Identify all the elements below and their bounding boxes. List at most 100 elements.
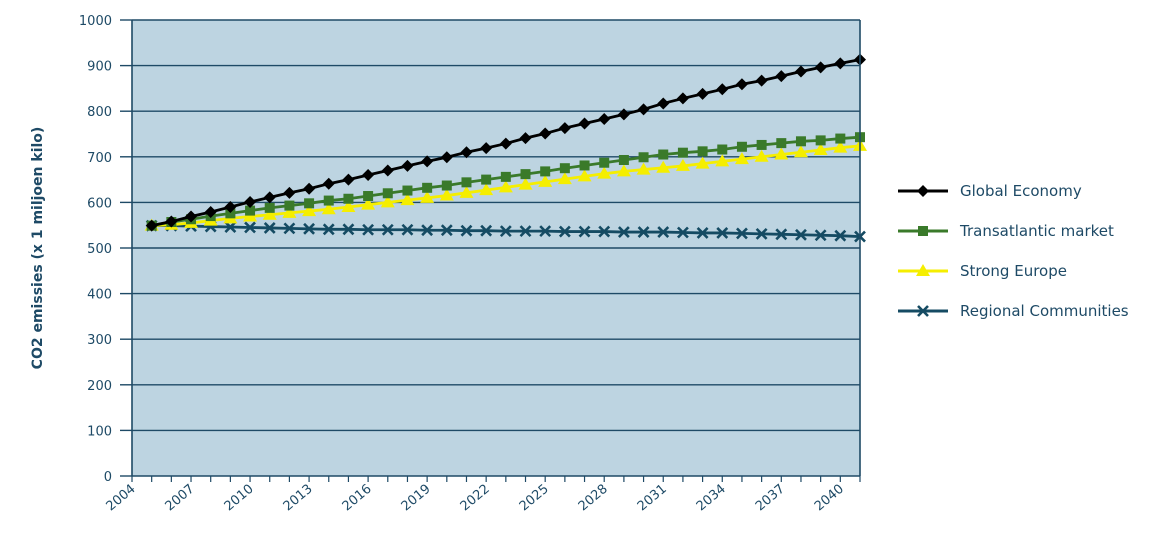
data-point: [422, 182, 433, 193]
legend-item: Strong Europe: [898, 262, 1067, 280]
data-point: [715, 154, 730, 167]
data-point: [598, 112, 611, 125]
legend-label: Strong Europe: [960, 262, 1067, 280]
data-point: [520, 169, 531, 180]
data-point: [676, 226, 689, 239]
data-point: [165, 215, 178, 228]
data-point: [637, 103, 650, 116]
data-point: [813, 142, 828, 155]
data-point: [224, 221, 237, 233]
data-point: [755, 227, 768, 240]
x-tick-label: 2010: [222, 482, 257, 515]
x-tick-label: 2022: [458, 482, 493, 515]
data-point: [814, 61, 827, 74]
data-point: [440, 224, 453, 237]
legend-item: Regional Communities: [898, 302, 1129, 320]
data-point: [224, 200, 237, 213]
data-point: [481, 174, 492, 185]
data-point: [460, 224, 473, 237]
data-point: [361, 197, 376, 210]
data-point: [539, 127, 552, 140]
data-point: [597, 166, 612, 179]
data-point: [283, 222, 296, 235]
y-tick-label: 600: [87, 196, 112, 211]
data-point: [321, 202, 336, 215]
data-point: [303, 182, 316, 195]
data-point: [774, 147, 789, 160]
data-point: [696, 227, 709, 239]
data-point: [303, 222, 316, 235]
data-point: [559, 163, 570, 174]
data-point: [382, 188, 393, 199]
data-point: [302, 204, 317, 217]
legend-swatch-marker: [917, 185, 929, 197]
data-point: [776, 138, 787, 149]
data-point: [323, 195, 334, 206]
legend: Global Economy Transatlantic market Strong…: [898, 182, 1129, 320]
data-point: [145, 219, 158, 232]
data-point: [835, 133, 846, 144]
y-tick-label: 900: [87, 60, 112, 75]
data-point: [795, 136, 806, 147]
data-point: [697, 146, 708, 157]
data-point: [616, 164, 631, 177]
y-tick-label: 700: [87, 151, 112, 166]
y-tick-label: 500: [87, 242, 112, 257]
data-point: [599, 157, 610, 168]
data-point: [363, 191, 374, 202]
data-point: [341, 199, 356, 212]
y-tick-label: 100: [87, 424, 112, 439]
data-point: [815, 135, 826, 146]
legend-label: Global Economy: [960, 182, 1082, 200]
legend-swatch-marker: [916, 264, 930, 276]
gridlines: [132, 19, 860, 432]
data-point: [795, 228, 807, 241]
data-point: [499, 225, 512, 238]
data-point: [736, 227, 748, 240]
data-point: [380, 195, 395, 208]
legend-item: Global Economy: [898, 182, 1082, 200]
x-tick-label: 2007: [163, 482, 198, 515]
data-point: [658, 149, 669, 160]
data-point: [342, 173, 355, 186]
data-point: [695, 156, 710, 169]
x-tick-label: 2034: [694, 482, 729, 515]
data-point: [461, 177, 472, 188]
data-point: [578, 117, 591, 130]
x-tick-label: 2019: [399, 482, 434, 515]
data-point: [637, 226, 650, 238]
data-point: [538, 174, 553, 187]
data-point: [833, 140, 848, 153]
data-point: [519, 225, 532, 238]
data-point: [657, 97, 670, 110]
series-transatlantic-market: [146, 132, 865, 231]
data-point: [262, 207, 277, 220]
data-point: [696, 87, 709, 100]
data-point: [322, 223, 335, 236]
data-point: [636, 162, 651, 175]
y-axis-title: CO2 emissies (x 1 miljoen kilo): [30, 127, 46, 370]
data-point: [656, 160, 671, 173]
data-point: [793, 145, 808, 158]
data-point: [480, 142, 493, 155]
x-tick-label: 2016: [340, 482, 375, 515]
data-point: [677, 147, 688, 158]
y-tick-label: 800: [87, 105, 112, 120]
data-point: [540, 166, 551, 177]
data-point: [539, 225, 552, 238]
x-tick-label: 2013: [281, 482, 316, 515]
data-point: [716, 83, 729, 96]
data-point: [440, 151, 453, 164]
data-point: [342, 223, 355, 236]
x-tick-label: 2025: [517, 482, 552, 515]
data-point: [756, 139, 767, 150]
data-point: [263, 222, 276, 234]
series-group: [144, 53, 867, 243]
data-point: [402, 185, 413, 196]
data-point: [579, 160, 590, 171]
data-point: [618, 154, 629, 165]
legend-item: Transatlantic market: [898, 222, 1114, 240]
data-point: [638, 152, 649, 163]
data-point: [362, 223, 375, 236]
x-tick-label: 2031: [635, 482, 670, 515]
